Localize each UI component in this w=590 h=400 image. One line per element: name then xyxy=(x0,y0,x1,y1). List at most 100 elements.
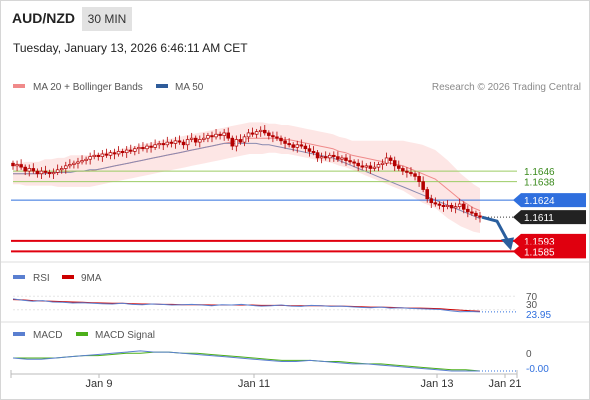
candle-body xyxy=(39,170,44,175)
candle-body xyxy=(92,154,96,157)
rsi-lines xyxy=(12,295,517,313)
candle-body xyxy=(348,160,352,163)
pivot-label: 1.1624 xyxy=(524,196,555,207)
candle-body xyxy=(384,157,389,164)
candle-body xyxy=(437,203,442,206)
legend-label-9ma: 9MA xyxy=(81,273,102,284)
candle-body xyxy=(222,132,226,136)
candle-body xyxy=(271,135,275,138)
candle-body xyxy=(421,181,425,190)
candle-body xyxy=(368,165,373,169)
candle-body xyxy=(226,132,230,139)
candle-body xyxy=(311,151,316,154)
candle-body xyxy=(299,144,304,147)
candle-body xyxy=(214,133,218,138)
candle-body xyxy=(417,176,421,182)
candle-body xyxy=(291,144,295,148)
candle-body xyxy=(344,157,348,161)
candle-body xyxy=(189,137,194,140)
legend-label-ma20: MA 20 + Bollinger Bands xyxy=(33,82,143,93)
candle-body xyxy=(149,145,153,148)
rsi-current-value: 23.95 xyxy=(526,310,551,321)
candle-body xyxy=(319,156,324,159)
candle-body xyxy=(120,151,125,154)
candle-body xyxy=(19,164,23,168)
candle-body xyxy=(76,161,80,164)
candle-body xyxy=(173,140,178,144)
resistance-label-1: 1.1638 xyxy=(524,178,555,189)
candle-body xyxy=(360,165,365,168)
candle-body xyxy=(64,165,68,169)
rsi-level-30: 30 xyxy=(526,300,538,311)
macd-current-value: -0.00 xyxy=(526,364,549,375)
candle-body xyxy=(478,215,482,218)
candle-body xyxy=(96,154,101,157)
candle-body xyxy=(169,141,174,144)
time-tick-label-1: Jan 11 xyxy=(238,378,270,390)
legend-label-ma50: MA 50 xyxy=(175,82,204,93)
macd-line xyxy=(12,350,480,372)
candle-body xyxy=(413,173,417,177)
candle-body xyxy=(263,129,267,134)
candle-body xyxy=(242,136,247,143)
rsi-level-70: 70 xyxy=(526,292,538,303)
symbol-title: AUD/NZD xyxy=(12,10,75,26)
candle-body xyxy=(161,143,166,146)
legend-label-macd: MACD xyxy=(33,330,62,341)
candle-body xyxy=(453,206,458,209)
candle-body xyxy=(279,137,283,142)
ma50-line xyxy=(13,142,481,219)
candle-body xyxy=(153,144,157,148)
candle-body xyxy=(15,164,19,167)
candle-body xyxy=(409,172,413,175)
candle-body xyxy=(133,148,137,152)
candle-body xyxy=(303,145,308,150)
candle-body xyxy=(238,139,243,143)
macd-level-0: 0 xyxy=(526,349,532,360)
candle-body xyxy=(250,132,255,135)
candle-body xyxy=(80,160,84,163)
candle-body xyxy=(141,147,145,150)
candle-body xyxy=(31,168,36,172)
timeframe-badge[interactable]: 30 MIN xyxy=(82,7,132,31)
candle-body xyxy=(457,203,462,207)
candle-body xyxy=(181,141,186,146)
candle-body xyxy=(88,156,92,160)
candle-body xyxy=(287,143,291,146)
macd-lines xyxy=(12,350,517,372)
candle-body xyxy=(388,157,393,161)
candle-body xyxy=(401,168,405,172)
candle-body xyxy=(307,148,312,152)
candle-body xyxy=(466,208,470,213)
candle-body xyxy=(380,162,385,165)
candle-body xyxy=(108,152,113,156)
candle-body xyxy=(356,162,360,167)
candle-body xyxy=(234,139,239,147)
pivot-label-box xyxy=(513,193,586,208)
candle-body xyxy=(230,137,235,147)
candle-body xyxy=(177,140,182,143)
legend-label-macd-signal: MACD Signal xyxy=(95,330,155,341)
candle-body xyxy=(336,156,340,160)
datetime-label: Tuesday, January 13, 2026 6:46:11 AM CET xyxy=(13,41,248,55)
candle-body xyxy=(332,154,336,157)
candle-body xyxy=(218,133,222,136)
candle-body xyxy=(323,156,328,159)
candle-body xyxy=(449,204,454,209)
projection-arrow-shaft xyxy=(481,215,510,243)
candle-body xyxy=(340,157,344,160)
candle-body xyxy=(441,204,446,207)
candle-body xyxy=(157,143,161,146)
candle-body xyxy=(84,158,88,161)
legend-swatch-macd-signal xyxy=(76,332,88,336)
candle-body xyxy=(445,204,450,207)
time-axis-ticks: Jan 9 Jan 11 Jan 13 Jan 21 xyxy=(86,374,522,390)
support-label-4: 1.1585 xyxy=(524,247,555,258)
candle-body xyxy=(275,136,279,139)
candle-body xyxy=(295,144,300,148)
rsi-line xyxy=(12,298,481,313)
macd-signal-line xyxy=(13,351,481,372)
candle-body xyxy=(364,165,369,168)
resistance-label-0: 1.1646 xyxy=(524,167,555,178)
